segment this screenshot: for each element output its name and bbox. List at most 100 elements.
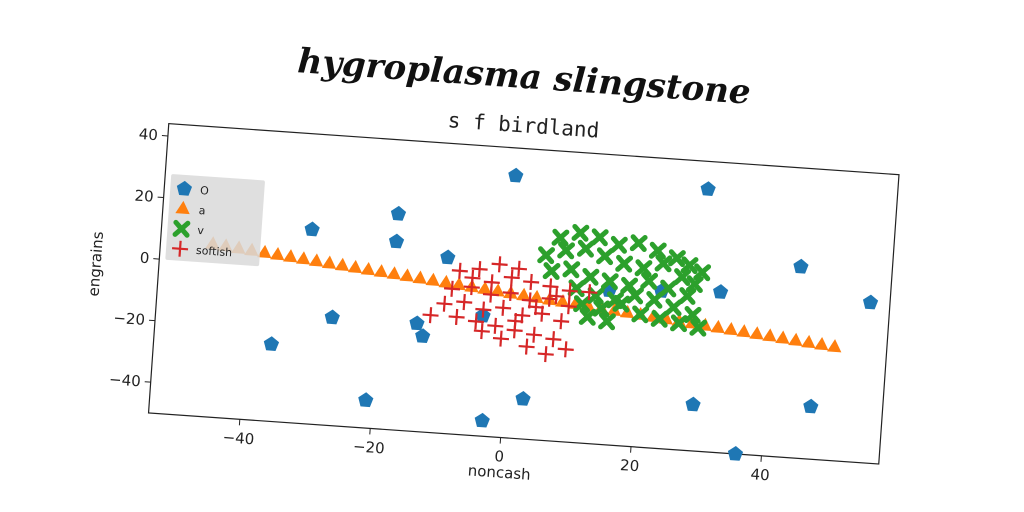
- point-v: [650, 309, 669, 328]
- point-softish: [537, 346, 554, 363]
- point-a: [308, 253, 324, 267]
- point-v: [562, 260, 581, 279]
- chart-title: s f birdland: [447, 108, 600, 143]
- point-softish: [561, 282, 578, 299]
- point-v: [610, 235, 628, 254]
- point-o: [358, 392, 374, 408]
- point-softish: [422, 307, 439, 324]
- point-o: [304, 221, 320, 237]
- point-v: [678, 287, 697, 305]
- point-v: [629, 234, 648, 253]
- y-tick-label: 40: [138, 125, 158, 144]
- point-v: [598, 312, 616, 331]
- point-v: [634, 259, 653, 278]
- point-o: [685, 396, 701, 412]
- point-a: [425, 272, 440, 286]
- point-v: [673, 268, 692, 286]
- x-tick-label: 0: [494, 447, 505, 466]
- point-a: [360, 261, 376, 276]
- legend-box: [165, 174, 265, 267]
- point-a: [788, 332, 803, 346]
- point-a: [554, 294, 570, 308]
- point-o: [727, 445, 744, 461]
- point-a: [412, 270, 427, 284]
- point-softish: [471, 261, 488, 278]
- point-a: [334, 257, 350, 271]
- point-v: [689, 318, 708, 337]
- legend-label: v: [197, 224, 205, 237]
- point-a: [269, 246, 285, 261]
- legend-label: a: [198, 204, 206, 217]
- point-softish: [553, 313, 570, 330]
- y-tick-label: 0: [139, 249, 150, 268]
- point-softish: [492, 330, 510, 347]
- point-softish: [507, 313, 524, 330]
- point-o: [324, 309, 340, 325]
- point-v: [557, 241, 576, 260]
- point-v: [640, 272, 659, 290]
- point-a: [257, 244, 272, 259]
- point-softish: [523, 273, 540, 291]
- point-v: [615, 254, 634, 273]
- point-a: [749, 326, 764, 340]
- point-v: [670, 314, 688, 333]
- point-v: [659, 279, 678, 298]
- axis-ticks: −40 −20 0 20 40 −40 −20 0 20 40: [109, 125, 771, 484]
- point-o: [409, 315, 425, 331]
- point-a: [736, 324, 751, 338]
- point-softish: [463, 279, 480, 296]
- point-softish: [436, 295, 453, 312]
- point-v: [645, 290, 664, 309]
- y-axis-label: engrains: [85, 231, 108, 297]
- point-softish: [510, 260, 528, 277]
- point-softish: [443, 280, 461, 297]
- point-v: [537, 246, 556, 265]
- point-a: [826, 339, 842, 353]
- point-v: [654, 254, 673, 273]
- point-v: [578, 307, 597, 326]
- legend-marker-softish: [172, 240, 189, 257]
- point-softish: [487, 317, 504, 334]
- y-tick-label: 20: [134, 187, 154, 206]
- point-v: [551, 228, 570, 247]
- figure-title: hygroplasma slingstone: [296, 41, 752, 113]
- point-v: [693, 263, 712, 282]
- point-a: [490, 283, 505, 297]
- point-o: [515, 390, 531, 406]
- point-o: [713, 284, 729, 299]
- point-o: [415, 328, 431, 343]
- point-softish: [527, 298, 544, 316]
- point-a: [295, 251, 311, 265]
- point-a: [814, 336, 829, 351]
- point-v: [668, 249, 686, 268]
- point-softish: [503, 269, 520, 286]
- point-o: [793, 258, 809, 274]
- point-softish: [451, 262, 468, 279]
- point-o: [388, 233, 405, 249]
- point-softish: [473, 323, 490, 340]
- point-softish: [557, 341, 574, 358]
- point-softish: [541, 290, 558, 307]
- point-v: [596, 247, 614, 266]
- legend-marker-v: [172, 219, 191, 238]
- point-v: [590, 228, 609, 247]
- point-o: [440, 249, 456, 265]
- legend-label: softish: [196, 244, 233, 259]
- legend-marker-o: [176, 180, 193, 196]
- point-a: [723, 321, 738, 336]
- point-softish: [456, 293, 473, 311]
- point-v: [648, 241, 667, 260]
- point-a: [399, 268, 414, 282]
- point-a: [710, 319, 725, 334]
- point-v: [680, 256, 699, 275]
- point-softish: [475, 301, 492, 318]
- legend-label: O: [200, 184, 210, 198]
- point-o: [508, 167, 524, 183]
- legend-marker-a: [175, 200, 190, 215]
- x-tick-label: −40: [222, 428, 255, 448]
- point-a: [282, 249, 298, 263]
- point-softish: [548, 288, 565, 305]
- point-v: [664, 298, 683, 317]
- y-tick-label: −40: [109, 370, 142, 390]
- point-a: [438, 274, 453, 289]
